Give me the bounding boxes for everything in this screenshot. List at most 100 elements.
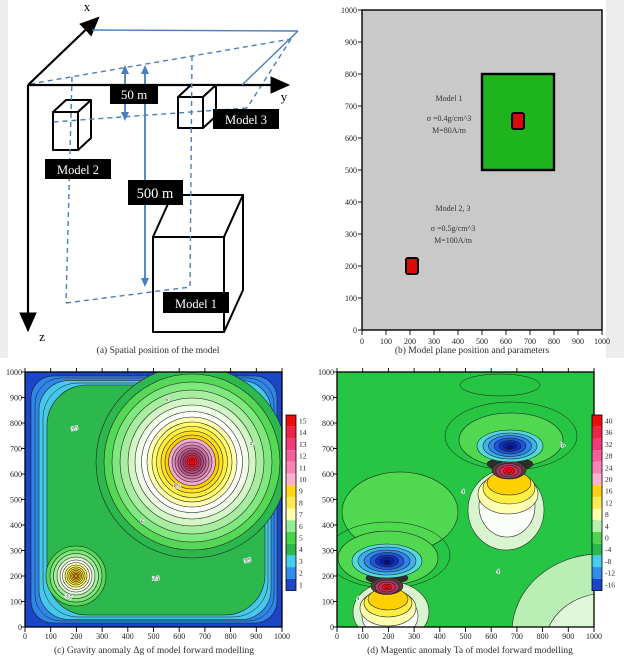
svg-text:4: 4 bbox=[299, 545, 303, 554]
svg-text:8.5: 8.5 bbox=[173, 483, 181, 490]
colorbar-c-swatches bbox=[286, 415, 296, 591]
svg-text:1: 1 bbox=[299, 580, 303, 589]
magnetic-dipole-main bbox=[444, 401, 578, 551]
svg-text:500: 500 bbox=[476, 337, 488, 346]
svg-text:400: 400 bbox=[122, 632, 134, 641]
svg-text:900: 900 bbox=[345, 38, 357, 47]
svg-text:900: 900 bbox=[572, 337, 584, 346]
colorbar-d-swatches bbox=[592, 415, 602, 591]
dimension-arrow-500m bbox=[141, 65, 149, 287]
svg-text:10: 10 bbox=[299, 475, 307, 484]
svg-text:600: 600 bbox=[485, 632, 497, 641]
svg-text:0: 0 bbox=[353, 326, 357, 335]
c-contour-labels: 6 6 6 8.5 3.5 3.5 2.5 3.5 bbox=[63, 396, 255, 602]
svg-text:4: 4 bbox=[357, 596, 360, 602]
svg-text:200: 200 bbox=[70, 632, 82, 641]
svg-text:σ =0.5g/cm^3: σ =0.5g/cm^3 bbox=[431, 224, 476, 233]
svg-text:800: 800 bbox=[537, 632, 549, 641]
svg-text:-16: -16 bbox=[605, 580, 615, 589]
model23-annotation: Model 2, 3 σ =0.5g/cm^3 M=100A/m bbox=[431, 204, 476, 245]
svg-text:700: 700 bbox=[511, 632, 523, 641]
x-axis bbox=[27, 16, 100, 86]
svg-text:1000: 1000 bbox=[586, 632, 602, 641]
caption-a: (a) Spatial position of the model bbox=[97, 345, 220, 356]
svg-text:500: 500 bbox=[10, 496, 22, 505]
page-margin-left bbox=[0, 0, 8, 358]
svg-text:300: 300 bbox=[10, 547, 22, 556]
svg-text:0: 0 bbox=[360, 337, 364, 346]
svg-text:36: 36 bbox=[605, 428, 613, 437]
magnetic-contour-field bbox=[337, 372, 594, 627]
z-axis-label: z bbox=[39, 329, 45, 344]
b-x-ticks: 0 100 200 300 400 500 600 700 800 900 1000 bbox=[360, 330, 610, 346]
svg-text:σ =0.4g/cm^3: σ =0.4g/cm^3 bbox=[427, 114, 472, 123]
svg-text:16: 16 bbox=[605, 487, 613, 496]
svg-text:200: 200 bbox=[382, 632, 394, 641]
svg-text:12: 12 bbox=[299, 452, 307, 461]
svg-text:500: 500 bbox=[345, 166, 357, 175]
svg-text:700: 700 bbox=[199, 632, 211, 641]
svg-text:100: 100 bbox=[322, 598, 334, 607]
svg-text:100: 100 bbox=[10, 598, 22, 607]
svg-text:600: 600 bbox=[345, 134, 357, 143]
svg-text:13: 13 bbox=[299, 440, 307, 449]
svg-text:0: 0 bbox=[18, 623, 22, 632]
panel-a-spatial-diagram: x y z bbox=[19, 0, 299, 356]
d-x-ticks: 0 100 200 300 400 500 600 700 800 900 1000 bbox=[335, 627, 602, 641]
svg-text:400: 400 bbox=[434, 632, 446, 641]
svg-text:0: 0 bbox=[605, 534, 609, 543]
caption-c: (c) Gravity anomaly Δg of model forward … bbox=[54, 645, 254, 656]
svg-text:0: 0 bbox=[23, 632, 27, 641]
svg-text:Model 1: Model 1 bbox=[436, 94, 463, 103]
svg-text:Model 1: Model 1 bbox=[175, 297, 217, 311]
c-x-ticks-top bbox=[24, 368, 283, 372]
svg-text:6: 6 bbox=[140, 519, 144, 526]
svg-text:14: 14 bbox=[299, 428, 307, 437]
svg-text:100: 100 bbox=[45, 632, 57, 641]
d-x-ticks-top bbox=[336, 368, 595, 372]
svg-text:8: 8 bbox=[299, 498, 303, 507]
svg-text:500: 500 bbox=[460, 632, 472, 641]
label-50m: 50 m bbox=[110, 84, 158, 104]
svg-text:200: 200 bbox=[345, 262, 357, 271]
svg-text:3.5: 3.5 bbox=[64, 593, 73, 601]
svg-text:500 m: 500 m bbox=[137, 186, 174, 202]
svg-text:0: 0 bbox=[335, 632, 339, 641]
b-y-ticks: 0 100 200 300 400 500 600 700 800 900 1000 bbox=[341, 6, 362, 335]
model1-annotation: Model 1 σ =0.4g/cm^3 M=80A/m bbox=[427, 94, 472, 135]
svg-text:-4: -4 bbox=[558, 441, 565, 448]
svg-text:800: 800 bbox=[225, 632, 237, 641]
svg-text:8: 8 bbox=[605, 510, 609, 519]
gravity-anomaly-main bbox=[95, 372, 282, 559]
dashed-plane-50m bbox=[29, 38, 292, 109]
svg-text:500: 500 bbox=[322, 496, 334, 505]
svg-text:0: 0 bbox=[330, 623, 334, 632]
svg-text:Model 2, 3: Model 2, 3 bbox=[436, 204, 471, 213]
svg-text:3.5: 3.5 bbox=[244, 557, 252, 565]
svg-text:40: 40 bbox=[605, 417, 613, 426]
svg-text:300: 300 bbox=[322, 547, 334, 556]
svg-text:Model 2: Model 2 bbox=[57, 163, 99, 177]
magnetic-dipole-secondary bbox=[337, 521, 451, 627]
svg-text:15: 15 bbox=[299, 417, 307, 426]
svg-text:400: 400 bbox=[345, 198, 357, 207]
svg-text:900: 900 bbox=[10, 394, 22, 403]
c-y-ticks: 0 100 200 300 400 500 600 700 800 900 1000 bbox=[6, 368, 25, 632]
svg-text:800: 800 bbox=[322, 419, 334, 428]
svg-text:3: 3 bbox=[299, 557, 303, 566]
colorbar-c-labels: 15 14 13 12 11 10 9 8 7 6 5 4 3 2 1 bbox=[299, 417, 307, 590]
svg-text:700: 700 bbox=[524, 337, 536, 346]
svg-text:1000: 1000 bbox=[6, 368, 22, 377]
panel-b-model-plane: 0 100 200 300 400 500 600 700 800 900 1000 0 100 200… bbox=[341, 6, 610, 356]
model2-cube bbox=[52, 99, 92, 151]
svg-text:100: 100 bbox=[345, 294, 357, 303]
svg-text:900: 900 bbox=[562, 632, 574, 641]
svg-text:6: 6 bbox=[248, 442, 255, 446]
svg-text:700: 700 bbox=[10, 445, 22, 454]
svg-text:-4: -4 bbox=[605, 545, 611, 554]
gravity-contour-field bbox=[25, 372, 282, 627]
svg-text:500: 500 bbox=[148, 632, 160, 641]
svg-text:Model 3: Model 3 bbox=[225, 113, 267, 127]
colorbar-c: 15 14 13 12 11 10 9 8 7 6 5 4 3 2 1 bbox=[285, 414, 307, 591]
